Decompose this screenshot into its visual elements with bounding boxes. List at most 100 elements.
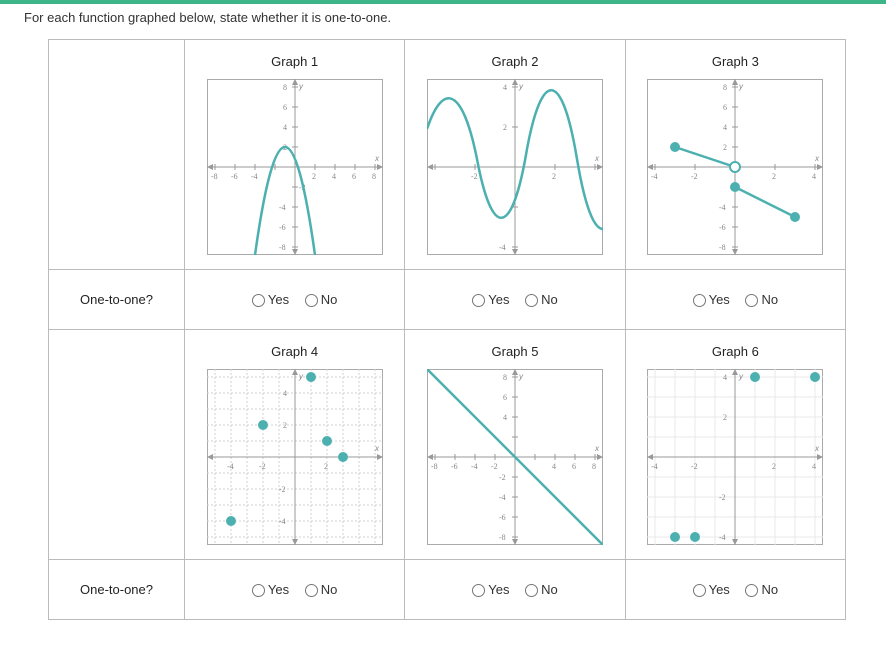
svg-text:x: x (594, 444, 600, 453)
svg-text:2: 2 (723, 143, 727, 152)
svg-text:-4: -4 (279, 517, 286, 526)
svg-text:2: 2 (312, 172, 316, 181)
svg-text:y: y (298, 82, 304, 91)
svg-text:-4: -4 (651, 172, 658, 181)
cell-graph-4: Graph 4 (185, 330, 405, 560)
svg-text:x: x (374, 154, 380, 163)
graph-1-box: -8 -6 -4 2 4 6 8 8 6 4 2 -2 -4 (207, 79, 383, 255)
no-label: No (761, 292, 778, 307)
svg-text:4: 4 (552, 462, 556, 471)
answer-3: Yes No (625, 270, 845, 330)
svg-text:6: 6 (283, 103, 287, 112)
svg-text:4: 4 (332, 172, 336, 181)
svg-text:4: 4 (723, 123, 727, 132)
svg-text:4: 4 (283, 389, 287, 398)
graph-6-title: Graph 6 (630, 338, 841, 359)
radio-3-yes[interactable]: Yes (693, 292, 730, 307)
graph-4-box: -4 -2 2 4 2 -2 -4 x y (207, 369, 383, 545)
svg-text:2: 2 (723, 413, 727, 422)
answer-5: Yes No (405, 560, 625, 620)
answer-2: Yes No (405, 270, 625, 330)
svg-text:-2: -2 (471, 172, 478, 181)
svg-text:2: 2 (503, 123, 507, 132)
graph-6-box: -4 -2 2 4 4 2 -2 -4 x y (647, 369, 823, 545)
radio-1-yes[interactable]: Yes (252, 292, 289, 307)
graph-4-title: Graph 4 (189, 338, 400, 359)
svg-text:-8: -8 (279, 243, 286, 252)
svg-text:y: y (518, 82, 524, 91)
radio-1-no[interactable]: No (305, 292, 338, 307)
graph-1-title: Graph 1 (189, 48, 400, 69)
svg-text:-6: -6 (279, 223, 286, 232)
graph-3-box: -4 -2 2 4 8 6 4 2 -4 -6 -8 x y (647, 79, 823, 255)
svg-text:4: 4 (812, 172, 816, 181)
svg-text:-4: -4 (719, 533, 726, 542)
graph-5-box: -8 -6 -4 -2 4 6 8 8 6 4 -2 -4 (427, 369, 603, 545)
svg-text:-4: -4 (499, 493, 506, 502)
no-label: No (541, 582, 558, 597)
radio-2-yes[interactable]: Yes (472, 292, 509, 307)
svg-text:6: 6 (723, 103, 727, 112)
no-label: No (761, 582, 778, 597)
graphs-grid: Graph 1 -8 -6 -4 (48, 39, 846, 620)
no-label: No (321, 292, 338, 307)
blank-cell-2 (49, 330, 185, 560)
cell-graph-1: Graph 1 -8 -6 -4 (185, 40, 405, 270)
svg-text:x: x (594, 154, 600, 163)
radio-6-no[interactable]: No (745, 582, 778, 597)
svg-text:-8: -8 (719, 243, 726, 252)
svg-text:6: 6 (572, 462, 576, 471)
svg-text:x: x (814, 154, 820, 163)
cell-graph-6: Graph 6 (625, 330, 845, 560)
yes-label: Yes (268, 292, 289, 307)
svg-text:-2: -2 (691, 462, 698, 471)
svg-text:8: 8 (592, 462, 596, 471)
row2-label: One-to-one? (49, 560, 185, 620)
radio-2-no[interactable]: No (525, 292, 558, 307)
yes-label: Yes (709, 292, 730, 307)
yes-label: Yes (488, 582, 509, 597)
graph-5-title: Graph 5 (409, 338, 620, 359)
svg-text:-6: -6 (451, 462, 458, 471)
svg-text:4: 4 (283, 123, 287, 132)
graph-3-title: Graph 3 (630, 48, 841, 69)
svg-text:4: 4 (812, 462, 816, 471)
no-label: No (321, 582, 338, 597)
svg-text:-2: -2 (279, 485, 286, 494)
svg-text:x: x (814, 444, 820, 453)
svg-text:-2: -2 (259, 462, 266, 471)
svg-text:6: 6 (503, 393, 507, 402)
no-label: No (541, 292, 558, 307)
row1-label: One-to-one? (49, 270, 185, 330)
svg-text:-2: -2 (499, 473, 506, 482)
cell-graph-5: Graph 5 -8 -6 -4 -2 4 (405, 330, 625, 560)
radio-5-yes[interactable]: Yes (472, 582, 509, 597)
cell-graph-3: Graph 3 -4 -2 2 4 8 6 (625, 40, 845, 270)
svg-text:-4: -4 (279, 203, 286, 212)
radio-4-no[interactable]: No (305, 582, 338, 597)
svg-text:2: 2 (324, 462, 328, 471)
svg-text:2: 2 (772, 462, 776, 471)
svg-text:2: 2 (552, 172, 556, 181)
cell-graph-2: Graph 2 -2 2 4 2 (405, 40, 625, 270)
svg-text:6: 6 (352, 172, 356, 181)
radio-3-no[interactable]: No (745, 292, 778, 307)
svg-text:-8: -8 (211, 172, 218, 181)
radio-6-yes[interactable]: Yes (693, 582, 730, 597)
answer-4: Yes No (185, 560, 405, 620)
svg-text:-2: -2 (491, 462, 498, 471)
radio-5-no[interactable]: No (525, 582, 558, 597)
svg-text:-4: -4 (471, 462, 478, 471)
graph-2-box: -2 2 4 2 -4 x y (427, 79, 603, 255)
svg-text:-4: -4 (227, 462, 234, 471)
answer-1: Yes No (185, 270, 405, 330)
svg-text:-6: -6 (499, 513, 506, 522)
blank-cell (49, 40, 185, 270)
svg-text:-8: -8 (431, 462, 438, 471)
svg-text:8: 8 (283, 83, 287, 92)
yes-label: Yes (488, 292, 509, 307)
radio-4-yes[interactable]: Yes (252, 582, 289, 597)
svg-text:2: 2 (283, 421, 287, 430)
yes-label: Yes (709, 582, 730, 597)
svg-text:-2: -2 (719, 493, 726, 502)
